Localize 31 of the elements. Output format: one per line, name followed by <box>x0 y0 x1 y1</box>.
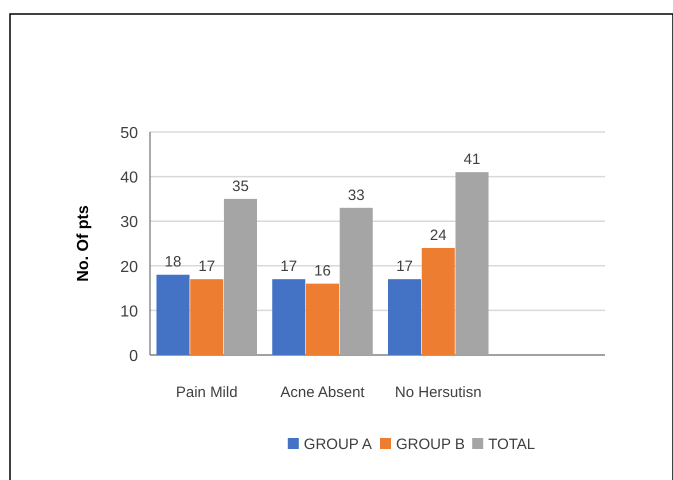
y-tick-label: 10 <box>120 303 138 320</box>
bar <box>156 274 190 355</box>
bar <box>340 208 373 355</box>
data-label: 35 <box>232 178 249 195</box>
bar <box>422 248 455 355</box>
data-label: 33 <box>348 186 365 204</box>
data-label: 18 <box>164 254 182 271</box>
y-tick-label: 30 <box>120 214 138 232</box>
bar <box>388 279 422 355</box>
data-label: 17 <box>198 258 216 276</box>
legend-label: GROUP A <box>304 436 372 453</box>
x-tick-label: No Hersutisn <box>394 384 482 401</box>
y-axis-title: No. Of pts <box>75 205 92 282</box>
y-tick-label: 40 <box>120 170 138 187</box>
bar <box>455 172 489 355</box>
bar <box>224 198 257 355</box>
data-label: 24 <box>430 226 447 244</box>
bar <box>306 284 340 355</box>
y-tick-label: 0 <box>129 348 138 365</box>
legend-label: TOTAL <box>488 436 536 453</box>
bar <box>190 279 224 355</box>
data-label: 17 <box>396 258 413 276</box>
y-tick-label: 20 <box>120 258 138 276</box>
x-tick-label: Acne Absent <box>280 384 366 401</box>
data-label: 41 <box>464 151 480 168</box>
bar <box>272 279 306 355</box>
x-tick-label: Pain Mild <box>176 384 238 401</box>
data-label: 16 <box>314 262 331 280</box>
legend-label: GROUP B <box>396 436 465 453</box>
y-tick-label: 50 <box>120 125 138 142</box>
data-label: 17 <box>280 258 298 276</box>
